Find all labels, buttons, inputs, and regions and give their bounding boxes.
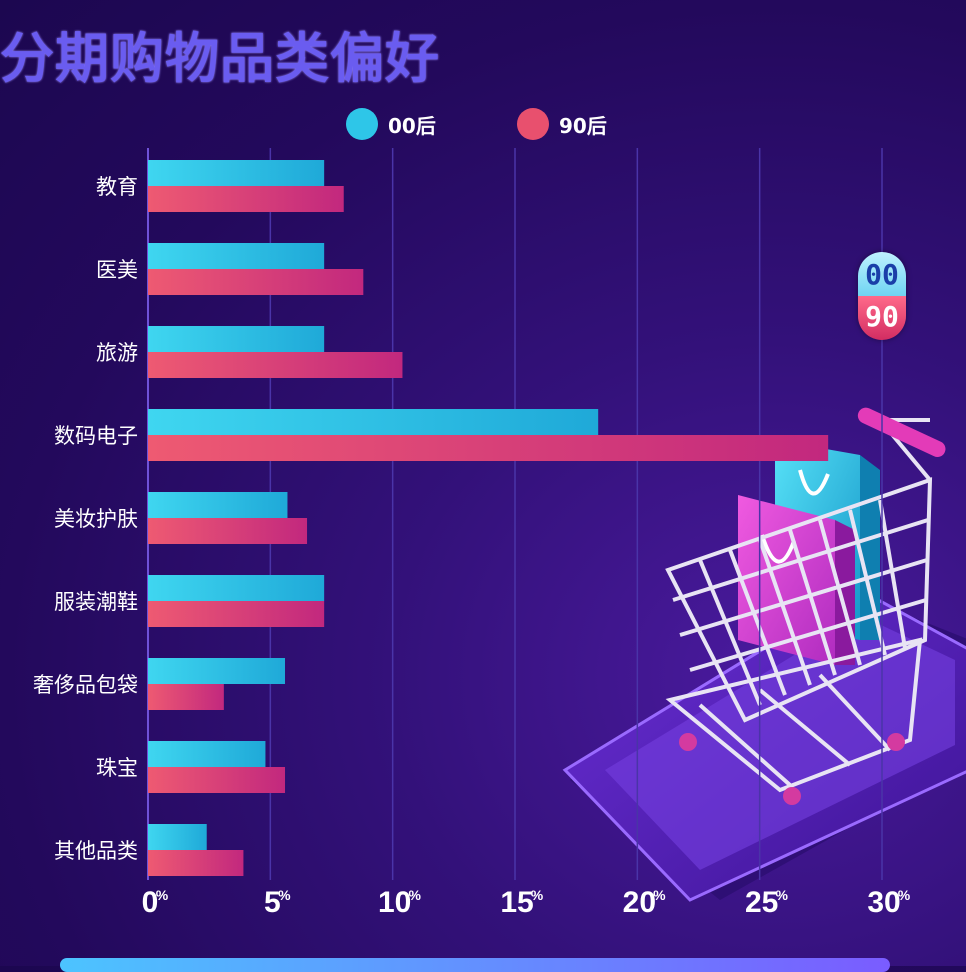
cart-handle-icon <box>857 407 946 458</box>
badge-top-label: 00 <box>858 252 906 296</box>
legend-label-00: 00后 <box>388 113 436 138</box>
bar-00-8 <box>148 824 207 850</box>
bar-90-6 <box>148 684 224 710</box>
page-title: 分期购物品类偏好 <box>0 27 440 90</box>
svg-text:0: 0 <box>142 886 159 919</box>
bar-00-7 <box>148 741 266 767</box>
legend-item-90: 90后 <box>517 108 607 140</box>
svg-text:%: % <box>653 887 666 903</box>
legend-swatch-90 <box>517 108 549 140</box>
bar-90-0 <box>148 186 344 212</box>
bar-00-2 <box>148 326 325 352</box>
legend-label-90: 90后 <box>559 113 607 138</box>
cart-wheel-icon <box>887 733 905 751</box>
svg-text:%: % <box>775 887 788 903</box>
svg-text:10: 10 <box>378 886 411 919</box>
bar-00-1 <box>148 243 325 269</box>
category-label: 医美 <box>96 258 138 282</box>
svg-text:%: % <box>898 887 911 903</box>
badge-bottom-label: 90 <box>858 296 906 340</box>
chart-bars <box>148 160 829 876</box>
category-label: 奢侈品包袋 <box>33 673 138 697</box>
svg-text:5: 5 <box>264 886 281 919</box>
category-label: 服装潮鞋 <box>54 590 138 614</box>
tick-label-25: 25% <box>745 886 788 919</box>
bar-90-1 <box>148 269 364 295</box>
bar-00-6 <box>148 658 286 684</box>
generation-badge: 00 90 <box>858 252 906 340</box>
category-label: 其他品类 <box>54 839 138 863</box>
bar-00-0 <box>148 160 325 186</box>
tick-label-20: 20% <box>623 886 666 919</box>
svg-text:%: % <box>278 887 291 903</box>
tick-label-5: 5% <box>264 886 291 919</box>
legend-swatch-00 <box>346 108 378 140</box>
tick-label-15: 15% <box>500 886 543 919</box>
cart-wheel-icon <box>679 733 697 751</box>
svg-text:%: % <box>156 887 169 903</box>
tick-label-30: 30% <box>867 886 910 919</box>
category-label: 珠宝 <box>96 756 138 780</box>
bar-90-5 <box>148 601 325 627</box>
bottom-bar <box>60 958 890 972</box>
svg-text:%: % <box>531 887 544 903</box>
bar-90-8 <box>148 850 244 876</box>
tick-label-0: 0% <box>142 886 169 919</box>
tick-label-10: 10% <box>378 886 421 919</box>
svg-text:%: % <box>408 887 421 903</box>
svg-text:25: 25 <box>745 886 778 919</box>
cart-wheel-icon <box>783 787 801 805</box>
bar-90-2 <box>148 352 403 378</box>
category-label: 教育 <box>96 175 138 199</box>
svg-text:30: 30 <box>867 886 900 919</box>
bar-00-3 <box>148 409 599 435</box>
svg-text:15: 15 <box>500 886 533 919</box>
bar-00-4 <box>148 492 288 518</box>
legend-item-00: 00后 <box>346 108 436 140</box>
category-label: 美妆护肤 <box>54 507 138 531</box>
svg-text:20: 20 <box>623 886 656 919</box>
category-label: 数码电子 <box>54 424 138 448</box>
category-label: 旅游 <box>96 341 138 365</box>
bar-90-3 <box>148 435 829 461</box>
x-axis-ticks: 0% 5% 10% 15% 20% 25% 30% <box>142 886 911 919</box>
bar-00-5 <box>148 575 325 601</box>
bar-90-7 <box>148 767 286 793</box>
shopping-cart-illustration <box>562 407 966 902</box>
bar-90-4 <box>148 518 308 544</box>
